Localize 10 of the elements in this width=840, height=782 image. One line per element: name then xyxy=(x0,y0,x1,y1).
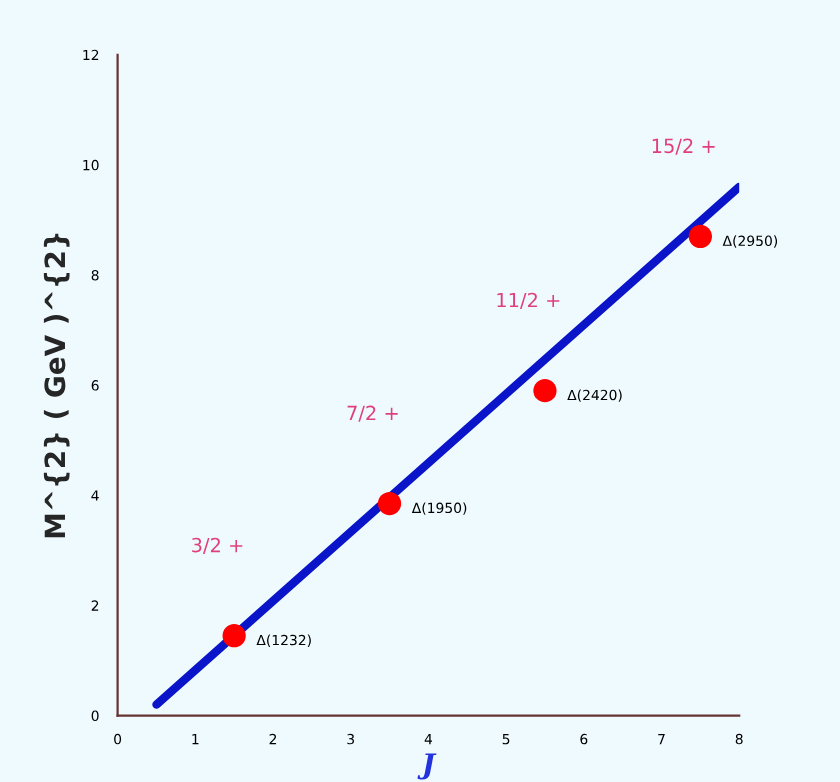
annotation: 15/2 + xyxy=(652,138,715,155)
point xyxy=(688,224,712,249)
point xyxy=(377,491,402,516)
annotation: 3/2 + xyxy=(192,537,243,554)
annotation: 7/2 + xyxy=(347,405,398,422)
annotation: 11/2 + xyxy=(497,292,560,309)
point xyxy=(222,624,246,648)
point xyxy=(533,379,557,403)
x-axis-title: J xyxy=(417,753,437,780)
y-axis-title: M^{2} ( GeV )^{2} xyxy=(43,233,70,538)
